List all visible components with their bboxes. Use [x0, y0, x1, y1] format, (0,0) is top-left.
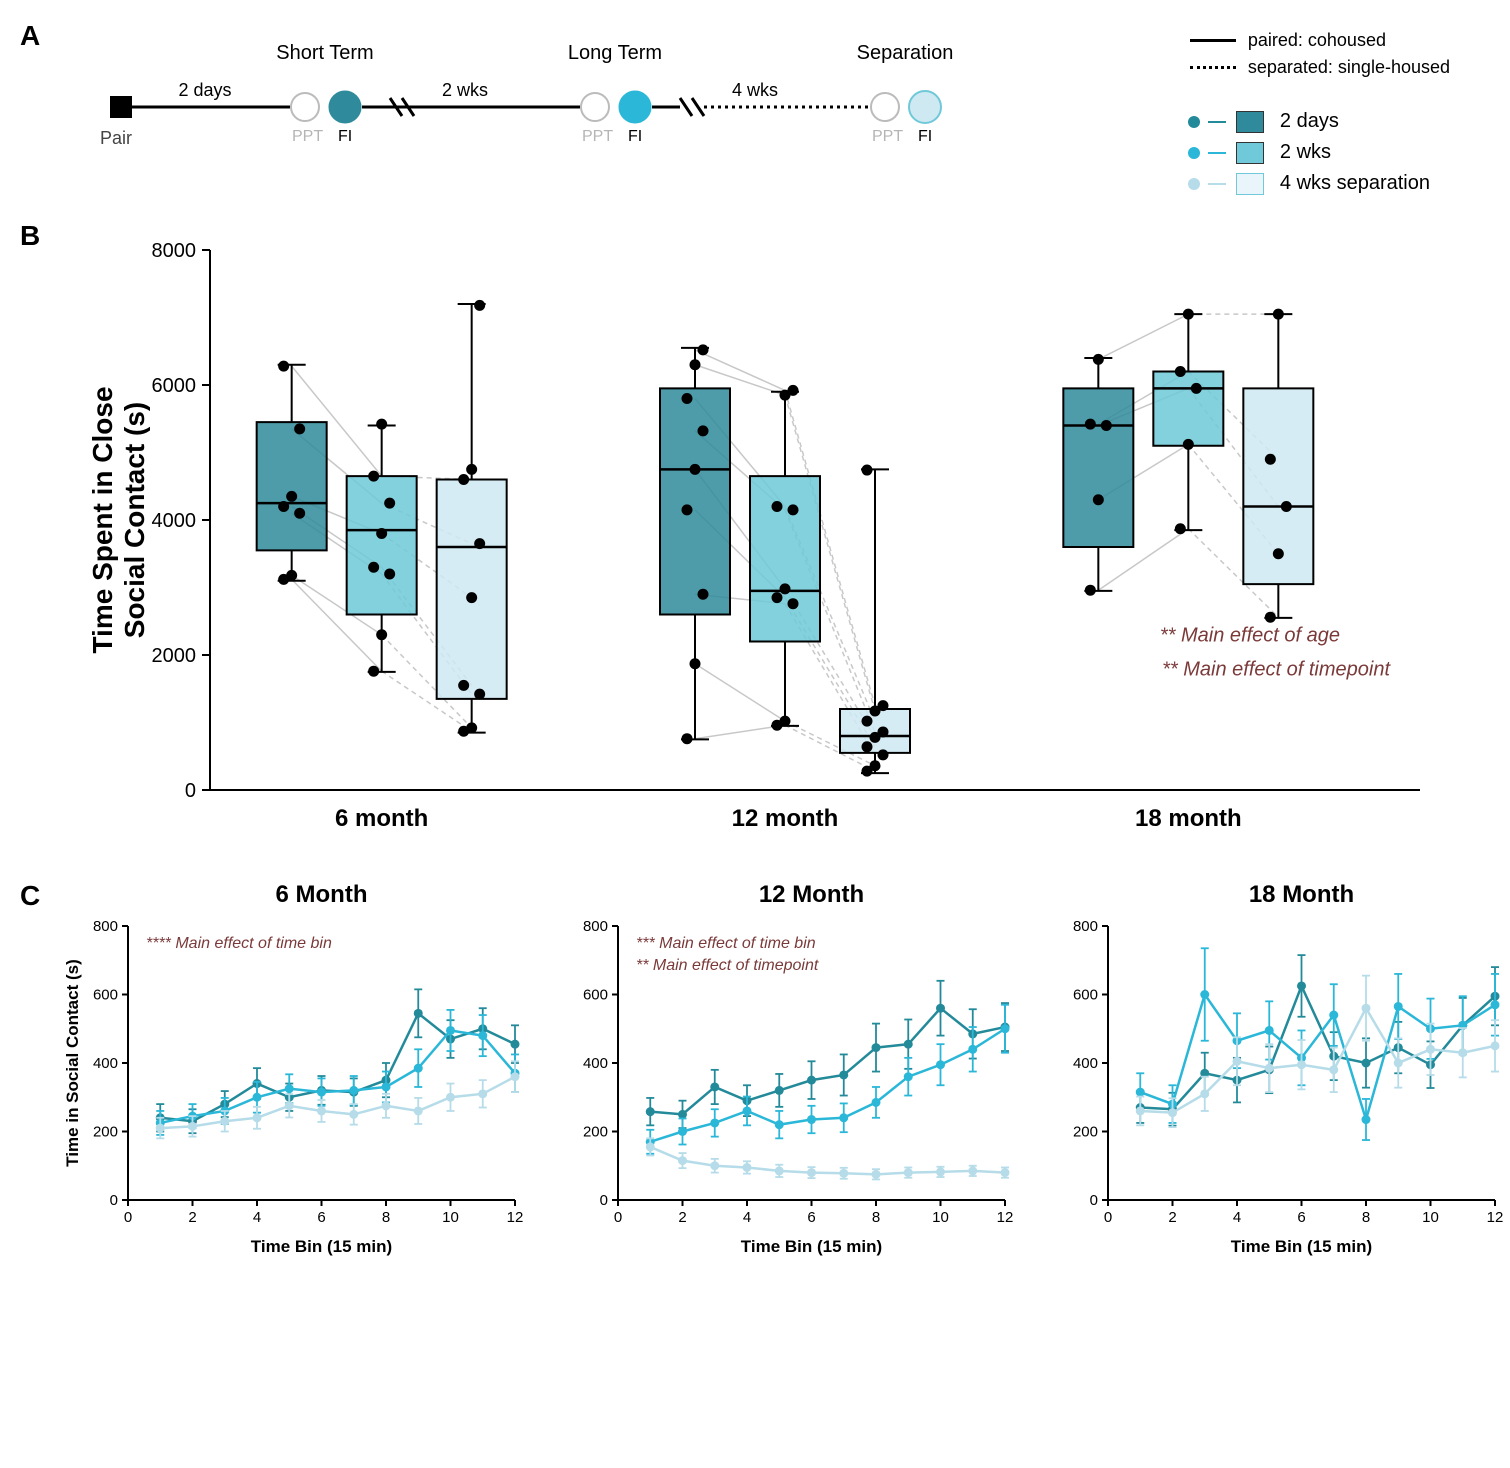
box-icon [1236, 111, 1264, 133]
fi-2: FI [628, 128, 642, 146]
ppt-1: PPT [292, 128, 323, 146]
panel-label-a: A [20, 20, 40, 52]
color-legend: 2 days 2 wks 4 wks separation [1188, 110, 1430, 203]
line-icon [1208, 121, 1226, 123]
svg-text:8: 8 [1362, 1209, 1370, 1226]
svg-text:6: 6 [1297, 1209, 1305, 1226]
svg-text:2: 2 [188, 1209, 196, 1226]
dot-icon [1188, 178, 1200, 190]
figure-root: A Short Term Long Term Separation 2 days… [20, 20, 1490, 1300]
fi-3: FI [918, 128, 932, 146]
legend-separated: separated: single-housed [1190, 57, 1450, 78]
svg-text:6 Month: 6 Month [276, 881, 368, 908]
svg-text:12 Month: 12 Month [759, 881, 864, 908]
boxplot-chart: 0 2000 4000 6000 8000 Time Spent in CloseSoci… [80, 220, 1440, 860]
svg-text:2000: 2000 [152, 645, 197, 667]
svg-text:0: 0 [600, 1192, 608, 1209]
svg-text:**** Main effect of time bin: **** Main effect of time bin [146, 935, 332, 952]
svg-text:4: 4 [1233, 1209, 1241, 1226]
svg-text:4: 4 [743, 1209, 751, 1226]
subplot-12month: 12 Month *** Main effect of time bin ** Ma… [550, 880, 1020, 1300]
legend-2wks-text: 2 wks [1280, 141, 1331, 164]
legend-4wks-text: 4 wks separation [1280, 172, 1430, 195]
svg-text:6: 6 [807, 1209, 815, 1226]
solid-line-icon [1190, 39, 1236, 42]
legend-paired-text: paired: cohoused [1248, 30, 1386, 51]
dashed-line-icon [1190, 66, 1236, 69]
ppt-3: PPT [872, 128, 903, 146]
svg-text:8: 8 [872, 1209, 880, 1226]
svg-text:12: 12 [1487, 1209, 1504, 1226]
svg-text:Time Bin (15 min): Time Bin (15 min) [1231, 1237, 1372, 1256]
box-icon [1236, 142, 1264, 164]
svg-text:200: 200 [1073, 1124, 1098, 1141]
svg-text:200: 200 [583, 1124, 608, 1141]
legend-2days: 2 days [1188, 110, 1430, 133]
line-legend: paired: cohoused separated: single-house… [1190, 30, 1450, 84]
line-icon [1208, 152, 1226, 154]
svg-text:** Main effect of timepoint: ** Main effect of timepoint [1162, 658, 1391, 680]
svg-text:Time in Social Contact (s): Time in Social Contact (s) [63, 959, 82, 1167]
svg-text:Time Bin (15 min): Time Bin (15 min) [251, 1237, 392, 1256]
svg-text:400: 400 [583, 1055, 608, 1072]
timeline: Short Term Long Term Separation 2 days 2… [110, 60, 990, 180]
dot-icon [1188, 116, 1200, 128]
line-icon [1208, 183, 1226, 185]
svg-text:6: 6 [317, 1209, 325, 1226]
svg-text:800: 800 [93, 918, 118, 935]
svg-text:0: 0 [614, 1209, 622, 1226]
svg-text:200: 200 [93, 1124, 118, 1141]
svg-text:18 Month: 18 Month [1249, 881, 1354, 908]
svg-text:10: 10 [442, 1209, 459, 1226]
svg-text:** Main effect of age: ** Main effect of age [1160, 625, 1340, 647]
svg-text:6 month: 6 month [335, 805, 428, 832]
svg-text:12: 12 [997, 1209, 1014, 1226]
svg-text:8000: 8000 [152, 240, 197, 262]
svg-text:0: 0 [1090, 1192, 1098, 1209]
svg-text:0: 0 [1104, 1209, 1112, 1226]
svg-text:600: 600 [583, 987, 608, 1004]
panel-a: A Short Term Long Term Separation 2 days… [20, 20, 1490, 200]
svg-text:4000: 4000 [152, 510, 197, 532]
svg-text:0: 0 [124, 1209, 132, 1226]
legend-sep-text: separated: single-housed [1248, 57, 1450, 78]
svg-text:18 month: 18 month [1135, 805, 1242, 832]
svg-text:800: 800 [583, 918, 608, 935]
svg-text:2: 2 [678, 1209, 686, 1226]
svg-text:*** Main effect of time bin: *** Main effect of time bin [636, 935, 816, 952]
subplot-18month: 18 Month 0 200 400 600 800 0 2 4 6 8 10 12 Time Bin (… [1040, 880, 1510, 1300]
box-icon [1236, 173, 1264, 195]
svg-text:0: 0 [110, 1192, 118, 1209]
svg-text:Time Bin (15 min): Time Bin (15 min) [741, 1237, 882, 1256]
svg-text:12: 12 [507, 1209, 524, 1226]
svg-text:0: 0 [185, 780, 196, 802]
svg-text:10: 10 [1422, 1209, 1439, 1226]
svg-text:600: 600 [1073, 987, 1098, 1004]
svg-text:8: 8 [382, 1209, 390, 1226]
legend-4wks: 4 wks separation [1188, 172, 1430, 195]
svg-text:** Main effect of timepoint: ** Main effect of timepoint [636, 957, 819, 974]
svg-text:4: 4 [253, 1209, 261, 1226]
svg-text:Social Contact (s): Social Contact (s) [119, 402, 150, 638]
svg-text:10: 10 [932, 1209, 949, 1226]
svg-text:400: 400 [1073, 1055, 1098, 1072]
panel-c: C 6 Month**** Main effect of time bin020… [20, 880, 1490, 1300]
panel-b: B 0 2000 4000 6000 8000 Time Spent in CloseSo… [20, 220, 1490, 860]
svg-text:12 month: 12 month [732, 805, 839, 832]
timeline-svg [110, 60, 990, 140]
subplot-6month: 6 Month **** Main effect of time bin 0 200 4… [20, 880, 530, 1300]
svg-text:800: 800 [1073, 918, 1098, 935]
legend-paired: paired: cohoused [1190, 30, 1450, 51]
panel-label-b: B [20, 220, 40, 252]
svg-text:2: 2 [1168, 1209, 1176, 1226]
fi-1: FI [338, 128, 352, 146]
ppt-2: PPT [582, 128, 613, 146]
svg-text:Time Spent in Close: Time Spent in Close [87, 386, 118, 653]
legend-2days-text: 2 days [1280, 110, 1339, 133]
legend-2wks: 2 wks [1188, 141, 1430, 164]
svg-text:6000: 6000 [152, 375, 197, 397]
svg-text:600: 600 [93, 987, 118, 1004]
dot-icon [1188, 147, 1200, 159]
svg-text:400: 400 [93, 1055, 118, 1072]
